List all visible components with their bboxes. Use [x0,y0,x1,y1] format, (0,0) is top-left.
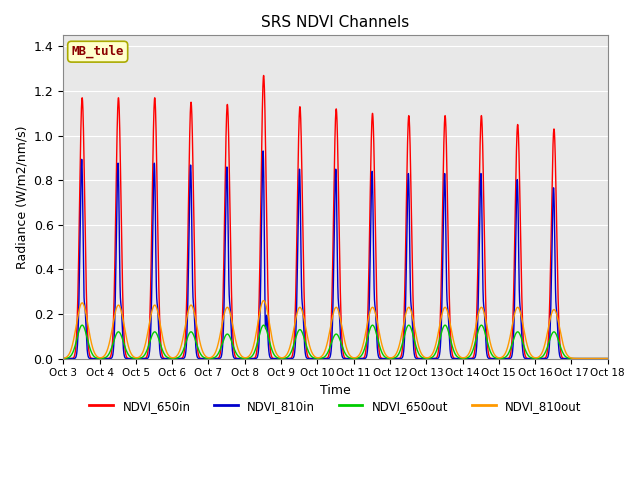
NDVI_650in [260,72,268,78]
NDVI_650out [160,351,168,357]
Title: SRS NDVI Channels: SRS NDVI Channels [261,15,410,30]
NDVI_810in [298,272,305,277]
NDVI_810in [550,217,558,223]
Legend: NDVI_650in, NDVI_810in, NDVI_650out, NDVI_810out: NDVI_650in, NDVI_810in, NDVI_650out, NDV… [84,395,586,417]
NDVI_650in [285,356,292,361]
Line: NDVI_810in: NDVI_810in [63,151,608,359]
NDVI_650out [60,356,67,361]
NDVI_650out [550,329,558,335]
NDVI_810out [550,307,558,312]
Line: NDVI_810out: NDVI_810out [63,300,608,359]
NDVI_650in [60,356,67,361]
NDVI_650out [242,356,250,361]
NDVI_650in [242,356,250,361]
NDVI_810in [199,356,207,361]
NDVI_810out [285,348,292,354]
NDVI_650in [298,138,305,144]
NDVI_650out [285,353,292,359]
Text: MB_tule: MB_tule [72,45,124,59]
NDVI_810in [60,356,67,361]
NDVI_810in [285,356,292,361]
NDVI_810out [160,341,168,347]
NDVI_810in [604,356,612,361]
NDVI_650out [405,322,413,328]
NDVI_810out [260,298,268,303]
NDVI_650in [199,356,207,361]
Line: NDVI_650out: NDVI_650out [63,325,608,359]
Y-axis label: Radiance (W/m2/nm/s): Radiance (W/m2/nm/s) [15,125,28,269]
NDVI_650out [298,328,305,334]
NDVI_810out [199,348,207,354]
NDVI_810out [242,355,250,360]
NDVI_810in [160,356,168,361]
Line: NDVI_650in: NDVI_650in [63,75,608,359]
NDVI_650out [604,356,612,361]
X-axis label: Time: Time [320,384,351,397]
NDVI_650in [160,355,168,361]
NDVI_810out [60,355,67,361]
NDVI_810out [604,356,612,361]
NDVI_650out [199,354,207,360]
NDVI_650in [550,131,558,136]
NDVI_650in [604,356,612,361]
NDVI_810out [298,306,305,312]
NDVI_810in [242,356,250,361]
NDVI_810in [259,148,267,154]
